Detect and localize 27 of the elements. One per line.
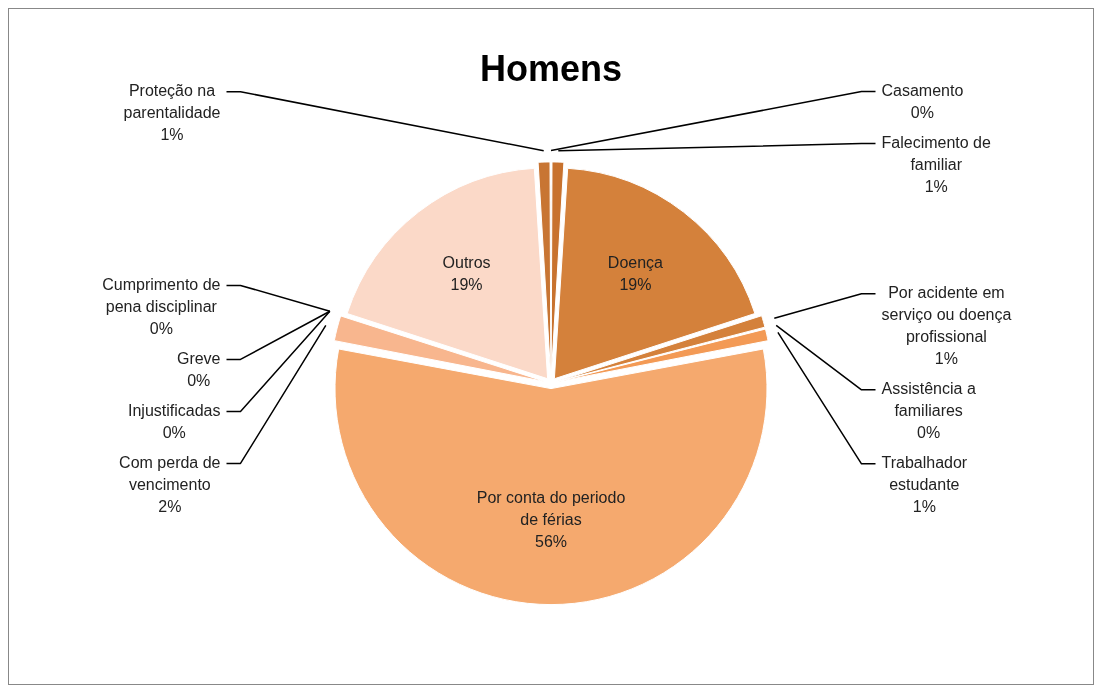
category-label: Assistência a familiares bbox=[881, 380, 976, 420]
data-label: 19% bbox=[619, 275, 652, 293]
data-label: 19% bbox=[450, 275, 483, 293]
data-label: 1% bbox=[924, 178, 948, 196]
slice-label: Por conta do periodo de férias bbox=[476, 489, 626, 529]
text: 0% bbox=[187, 371, 211, 389]
data-label: 1% bbox=[160, 126, 184, 144]
category-label: Cumprimento de pena disciplinar bbox=[102, 275, 221, 315]
slice-label: Proteção na parentalidade bbox=[123, 82, 221, 122]
text: 0% bbox=[910, 104, 934, 122]
slice-label: Falecimento de familiar bbox=[881, 134, 991, 174]
data-label: 2% bbox=[158, 497, 182, 515]
slice-label: Trabalhador estudante bbox=[881, 454, 968, 494]
slice-label: Outros bbox=[442, 253, 491, 271]
chart-title: Homens bbox=[479, 47, 623, 89]
slice-label: Por acidente em serviço ou doença profissional bbox=[881, 284, 1012, 346]
text: 0% bbox=[149, 319, 173, 337]
slice-label: Com perda de vencimento bbox=[119, 453, 221, 493]
category-label: Greve bbox=[176, 349, 221, 367]
data-label: 1% bbox=[934, 350, 958, 368]
category-label: Casamento bbox=[881, 82, 964, 100]
text: 0% bbox=[162, 423, 186, 441]
data-label: 1% bbox=[912, 498, 936, 516]
text: 0% bbox=[917, 424, 941, 442]
category-label: Injustificadas bbox=[128, 401, 221, 419]
slice-label: Doença bbox=[607, 253, 664, 271]
data-label: 56% bbox=[534, 533, 568, 551]
